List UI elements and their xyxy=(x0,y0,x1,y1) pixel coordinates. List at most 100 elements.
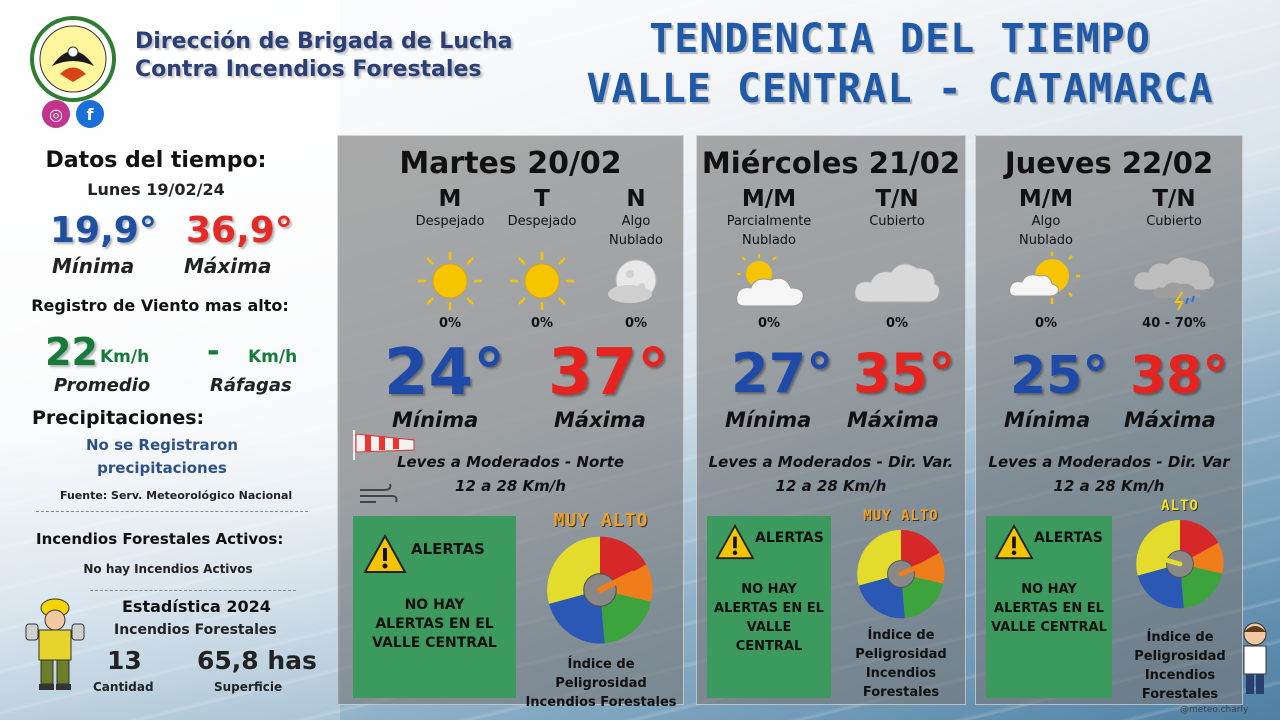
alert-message: NO HAY ALERTAS EN EL VALLE CENTRAL xyxy=(707,580,831,656)
period-condition: Cubierto xyxy=(1146,214,1202,229)
alerts-box: ALERTAS NO HAY ALERTAS EN EL VALLE CENTR… xyxy=(353,516,516,698)
min-label: Mínima xyxy=(725,408,812,432)
wind-description: Leves a Moderados - Dir. Var. 12 a 28 Km… xyxy=(697,450,965,498)
period-column: M/M Algo Nublado 0% xyxy=(990,186,1102,331)
day-title: Jueves 22/02 xyxy=(1004,146,1214,180)
firefighter-mascot-icon xyxy=(25,598,85,690)
period-label: N xyxy=(626,186,646,212)
caption-line: Índice de Peligrosidad xyxy=(555,657,647,691)
period-condition-2: Nublado xyxy=(742,233,796,248)
precip-line-1: No se Registraron xyxy=(85,436,238,454)
period-condition: Parcialmente xyxy=(726,214,812,229)
forecast-panel-day-2: Miércoles 21/02 M/M Parcialmente Nublado… xyxy=(696,135,966,705)
title-line-2: VALLE CENTRAL - CATAMARCA xyxy=(586,66,1214,112)
cloud-icon xyxy=(854,263,940,303)
alert-line: NO HAY xyxy=(741,582,797,597)
wind-title: Registro de Viento mas alto: xyxy=(31,296,289,315)
caption-line: Peligrosidad xyxy=(855,647,947,662)
wind-icon xyxy=(360,483,398,503)
fire-danger-index: MUY ALTO Índice de Peligrosidad Incendio… xyxy=(837,506,965,702)
divider xyxy=(90,590,296,591)
caption-line: Índice de xyxy=(1146,630,1214,645)
period-condition-2: Nublado xyxy=(609,233,663,248)
max-label: Máxima xyxy=(1124,408,1216,432)
alert-message: NO HAY ALERTAS EN EL VALLE CENTRAL xyxy=(353,596,516,653)
alert-line: CENTRAL xyxy=(735,639,803,654)
forecast-panel-day-1: Martes 20/02 M Despejado 0% T Despejado … xyxy=(337,135,684,710)
precip-probability: 0% xyxy=(530,316,554,331)
danger-gauge-icon xyxy=(547,536,653,644)
divider xyxy=(36,511,308,512)
storm-cloud-icon xyxy=(1133,256,1215,311)
period-condition: Cubierto xyxy=(869,214,925,229)
danger-caption: Índice de Peligrosidad Incendios Foresta… xyxy=(520,655,682,712)
sun-icon xyxy=(510,252,574,310)
alerts-box: ALERTAS NO HAY ALERTAS EN EL VALLE CENTR… xyxy=(707,516,831,698)
danger-level: MUY ALTO xyxy=(553,510,649,531)
period-label: T/N xyxy=(1152,186,1196,212)
gust-label: Ráfagas xyxy=(210,375,292,396)
forecast-panel-day-3: Jueves 22/02 M/M Algo Nublado 0% T/N Cub… xyxy=(975,135,1243,705)
caption-line: Peligrosidad xyxy=(1134,649,1226,664)
meteorologist-mascot-icon xyxy=(1243,622,1267,694)
alerts-title: ALERTAS xyxy=(411,540,485,558)
danger-level: ALTO xyxy=(1161,498,1199,514)
organization-line-1: Dirección de Brigada de Lucha xyxy=(135,29,513,54)
wind-description: Leves a Moderados - Dir. Var 12 a 28 Km/… xyxy=(976,450,1242,498)
alert-line: ALERTAS EN EL xyxy=(714,601,824,616)
sun-cloud-icon xyxy=(736,254,804,307)
wind-avg-unit: Km/h xyxy=(100,347,150,367)
organization-name: Dirección de Brigada de Lucha Contra Inc… xyxy=(135,28,513,84)
period-label: M/M xyxy=(741,186,797,212)
alerts-box: ALERTAS NO HAY ALERTAS EN EL VALLE CENTR… xyxy=(986,516,1112,698)
facebook-icon[interactable]: f xyxy=(76,100,104,128)
alerts-title: ALERTAS xyxy=(1034,530,1103,546)
day-title: Martes 20/02 xyxy=(399,146,622,181)
wind-line-1: Leves a Moderados - Dir. Var xyxy=(988,453,1230,471)
brigade-logo xyxy=(30,16,116,102)
alert-line: NO HAY xyxy=(404,597,465,613)
precip-probability: 0% xyxy=(757,316,781,331)
fires-area-value: 65,8 has xyxy=(197,646,317,675)
alert-message: NO HAY ALERTAS EN EL VALLE CENTRAL xyxy=(986,580,1112,637)
caption-line: Forestales xyxy=(862,685,940,700)
wind-line-2: 12 a 28 Km/h xyxy=(1053,477,1165,495)
max-temperature: 38° xyxy=(1130,346,1229,406)
wind-avg-label: Promedio xyxy=(54,375,151,396)
summary-min-label: Mínima xyxy=(52,254,135,278)
fires-count-value: 13 xyxy=(107,646,142,675)
instagram-icon[interactable]: ◎ xyxy=(42,100,70,128)
wind-line-1: Leves a Moderados - Norte xyxy=(396,453,625,471)
stats-title: Estadística 2024 xyxy=(122,597,271,616)
data-source: Fuente: Serv. Meteorológico Nacional xyxy=(60,489,293,502)
precip-probability: 40 - 70% xyxy=(1142,316,1206,331)
danger-gauge-icon xyxy=(1136,519,1224,609)
period-column: T Despejado 0% xyxy=(488,186,596,331)
title-line-1: TENDENCIA DEL TIEMPO xyxy=(649,16,1151,62)
period-condition-2: Nublado xyxy=(1019,233,1073,248)
period-condition: Despejado xyxy=(415,214,485,229)
period-column: M/M Parcialmente Nublado 0% xyxy=(709,186,829,331)
caption-line: Incendios Forestales xyxy=(525,695,677,710)
alert-line: VALLE xyxy=(746,620,792,635)
danger-gauge-icon xyxy=(857,529,945,619)
caption-line: Forestales xyxy=(1141,687,1219,702)
alert-line: VALLE CENTRAL xyxy=(372,635,497,651)
fires-count-label: Cantidad xyxy=(93,680,154,694)
caption-line: Índice de xyxy=(867,628,935,643)
min-temperature: 27° xyxy=(731,342,834,405)
wind-description: Leves a Moderados - Norte 12 a 28 Km/h xyxy=(338,450,683,498)
fires-title: Incendios Forestales Activos: xyxy=(36,530,284,548)
wind-line-1: Leves a Moderados - Dir. Var. xyxy=(708,453,954,471)
period-condition: Algo xyxy=(1031,214,1061,229)
min-label: Mínima xyxy=(392,408,479,432)
gust-value: - xyxy=(207,334,220,369)
fire-danger-index: MUY ALTO Índice de Peligrosidad Incendio… xyxy=(520,508,682,710)
period-label: T/N xyxy=(875,186,919,212)
min-label: Mínima xyxy=(1004,408,1091,432)
period-label: T xyxy=(534,186,550,212)
warning-icon xyxy=(715,524,755,560)
period-label: M/M xyxy=(1018,186,1074,212)
windsock-icon xyxy=(353,430,415,460)
moon-cloud-icon xyxy=(608,259,657,303)
